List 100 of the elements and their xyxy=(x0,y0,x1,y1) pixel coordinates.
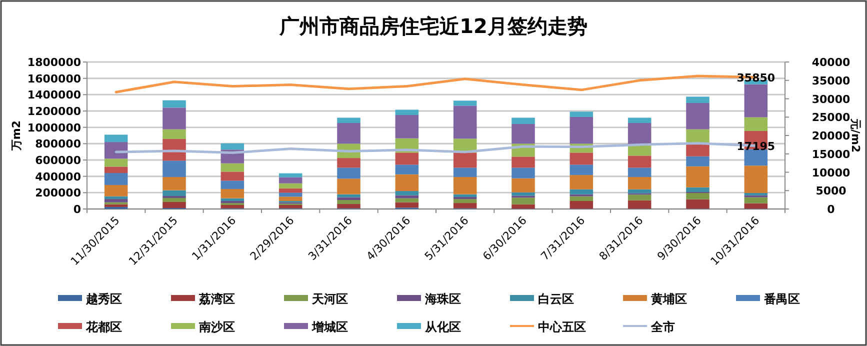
bar xyxy=(278,183,302,188)
bar xyxy=(744,197,768,204)
bar xyxy=(104,199,128,202)
bar xyxy=(744,84,768,118)
bar xyxy=(628,123,652,146)
bar xyxy=(395,115,419,138)
bar xyxy=(162,202,186,208)
bar xyxy=(278,192,302,197)
bar xyxy=(453,176,477,194)
bar xyxy=(395,164,419,174)
y2-tick-label: 25000 xyxy=(812,111,850,124)
bar xyxy=(512,124,535,144)
bar xyxy=(744,149,768,166)
bar xyxy=(453,194,477,197)
bar xyxy=(395,174,419,192)
bar xyxy=(686,96,710,103)
y-tick-label: 200000 xyxy=(35,186,82,200)
bar xyxy=(744,192,768,196)
y-tick-label: 1400000 xyxy=(27,88,82,102)
bar xyxy=(395,202,419,208)
bar xyxy=(220,205,244,208)
bar xyxy=(337,168,360,179)
bar xyxy=(278,196,302,201)
bar xyxy=(628,194,652,200)
y2-tick-label: 0 xyxy=(827,203,836,216)
bar xyxy=(395,191,419,196)
bar xyxy=(220,172,244,181)
bar xyxy=(512,156,535,168)
legend-label: 中心五区 xyxy=(538,320,586,334)
bar xyxy=(337,197,360,200)
y2-tick-label: 30000 xyxy=(812,92,850,106)
y2-tick-label: 20000 xyxy=(812,130,850,142)
bar xyxy=(628,168,652,177)
y-tick-label: 1200000 xyxy=(27,105,82,118)
bar xyxy=(512,192,535,196)
legend-label: 花都区 xyxy=(85,320,122,334)
bar xyxy=(395,195,419,198)
y2-tick-label: 10000 xyxy=(812,166,850,180)
bar xyxy=(453,196,477,200)
bar xyxy=(337,194,360,198)
legend-label: 海珠区 xyxy=(424,292,461,306)
bar xyxy=(570,112,594,117)
y2-tick-label: 40000 xyxy=(812,56,850,69)
chart-title: 广州市商品房住宅近12月签约走势 xyxy=(278,14,588,38)
bar xyxy=(162,190,186,196)
bar xyxy=(220,143,244,150)
bar xyxy=(220,163,244,172)
bar xyxy=(570,175,594,190)
bar xyxy=(104,184,128,196)
bar xyxy=(686,166,710,188)
bar xyxy=(337,200,360,204)
bar xyxy=(337,204,360,208)
bar xyxy=(686,187,710,192)
bar xyxy=(686,192,710,200)
bar xyxy=(162,108,186,130)
legend-label: 荔湾区 xyxy=(198,292,235,306)
bar xyxy=(162,160,186,177)
bar xyxy=(453,152,477,168)
legend-label: 番禺区 xyxy=(763,292,800,306)
bar xyxy=(512,118,535,124)
bar xyxy=(162,100,186,108)
legend-label: 天河区 xyxy=(311,292,348,306)
legend-label: 南沙区 xyxy=(198,320,235,334)
bar xyxy=(628,189,652,194)
bar xyxy=(453,203,477,208)
bar xyxy=(220,200,244,204)
bar xyxy=(686,199,710,209)
bar xyxy=(570,189,594,194)
bar xyxy=(220,180,244,189)
bar xyxy=(628,118,652,124)
bar xyxy=(453,100,477,106)
y-tick-label: 0 xyxy=(73,203,82,216)
legend-label: 白云区 xyxy=(538,292,574,306)
y2-axis-title: 元/m2 xyxy=(849,117,862,153)
y2-tick-label: 35000 xyxy=(812,74,850,88)
bar xyxy=(744,117,768,132)
y2-tick-label: 15000 xyxy=(812,148,850,161)
bar xyxy=(628,176,652,190)
bar xyxy=(104,158,128,167)
bar xyxy=(570,164,594,176)
bar xyxy=(686,156,710,166)
bar xyxy=(512,178,535,192)
bar xyxy=(395,198,419,202)
bar xyxy=(512,168,535,178)
y-tick-label: 400000 xyxy=(35,170,82,184)
legend-label: 从化区 xyxy=(424,320,461,334)
bar xyxy=(162,129,186,140)
bar xyxy=(162,198,186,202)
bar xyxy=(395,110,419,115)
bar xyxy=(104,204,128,207)
bar xyxy=(512,204,535,209)
bar xyxy=(744,203,768,209)
bar xyxy=(278,205,302,208)
bar xyxy=(453,199,477,204)
legend-label: 黄埔区 xyxy=(650,292,687,306)
bar xyxy=(628,200,652,209)
bar xyxy=(512,198,535,204)
bar xyxy=(686,144,710,156)
bar xyxy=(278,177,302,184)
bar xyxy=(570,196,594,201)
